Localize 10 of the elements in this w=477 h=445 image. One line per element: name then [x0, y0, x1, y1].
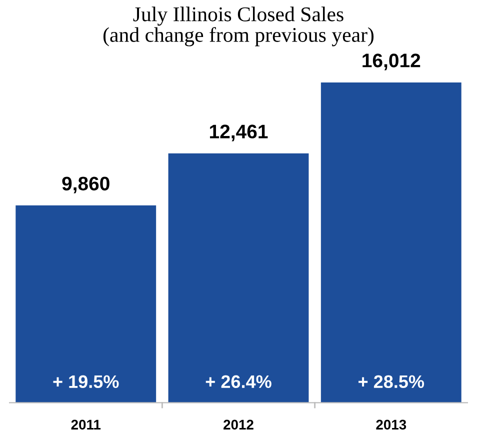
data-label: 12,461	[210, 124, 268, 142]
annotation: + 26.4%	[206, 375, 272, 388]
data-label: 16,012	[362, 54, 420, 70]
x-tick-label: 2012	[224, 420, 254, 430]
annotation: + 28.5%	[358, 375, 424, 388]
x-tick-label: 2011	[71, 420, 101, 430]
data-label: 9,860	[62, 176, 110, 194]
chart-title: July Illinois Closed Sales (and change from previous year)	[103, 6, 374, 46]
x-tick-label: 2013	[376, 420, 406, 430]
annotation: + 19.5%	[53, 375, 119, 388]
